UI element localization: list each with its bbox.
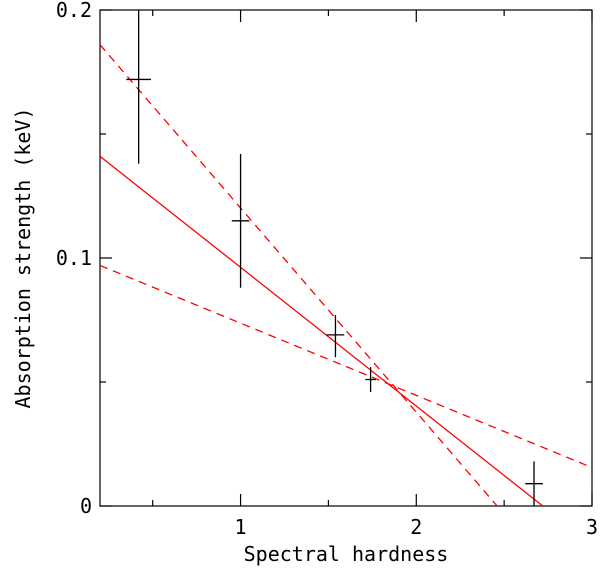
x-tick-label: 2 [410,515,422,539]
y-tick-label: 0.1 [56,246,92,270]
x-tick-label: 1 [235,515,247,539]
x-axis-label: Spectral hardness [244,542,449,566]
plot-frame [99,9,593,507]
dashed-fit-line [100,44,498,506]
y-tick-label: 0 [80,494,92,518]
solid-fit-line [100,155,544,506]
dashed-fit-line [100,264,592,469]
y-tick-label: 0.2 [56,0,92,22]
x-tick-label: 3 [586,515,598,539]
y-axis-label: Absorption strength (keV) [11,107,35,408]
